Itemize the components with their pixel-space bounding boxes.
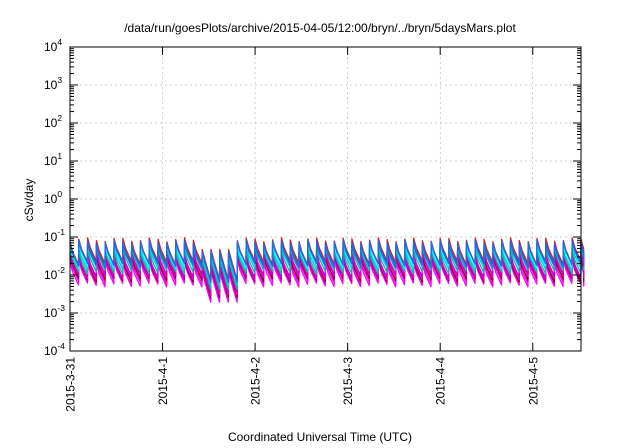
y-tick-label: 10-3 [44,303,65,320]
x-tick-label: 2015-3-31 [64,357,78,412]
chart-title: /data/run/goesPlots/archive/2015-04-05/1… [124,21,516,35]
series-layer [69,237,585,303]
x-tick-label: 2015-4-4 [434,357,448,405]
x-axis-label: Coordinated Universal Time (UTC) [227,430,413,444]
x-tick-label: 2015-4-3 [341,357,355,405]
y-tick-label: 10-4 [44,341,65,358]
grid-layer [70,47,581,351]
x-tick-label: 2015-4-2 [249,357,263,405]
y-tick-label: 10-1 [44,227,65,244]
tick-label-layer: 10-4 10-3 10-2 10-1 100 101 102 103 104 2015-3-31… [44,37,540,412]
plot-frame [69,46,582,352]
y-tick-label: 102 [44,113,62,130]
y-axis-label: cSv/day [22,178,36,222]
y-tick-label: 101 [44,151,62,168]
y-tick-label: 103 [44,75,62,92]
y-tick-label: 10-2 [44,265,65,282]
y-tick-label: 100 [44,189,62,206]
x-tick-label: 2015-4-1 [156,357,170,405]
x-tick-label: 2015-4-5 [526,357,540,405]
series-line [69,240,585,284]
y-tick-label: 104 [44,37,62,54]
tick-layer [69,46,581,352]
